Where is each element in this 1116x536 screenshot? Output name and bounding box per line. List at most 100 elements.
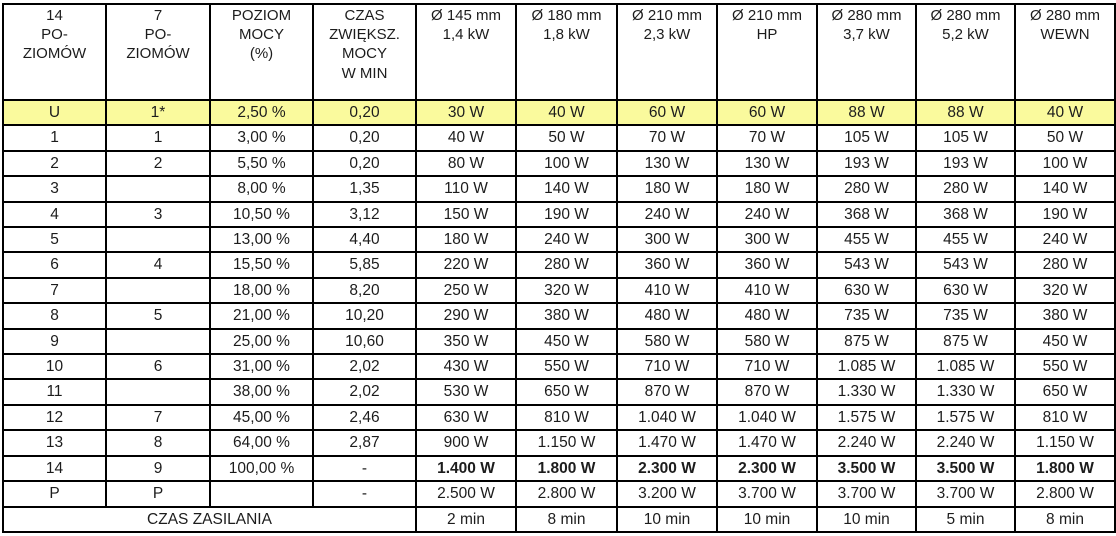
table-cell: 2,02: [312, 353, 417, 381]
table-cell: 290 W: [415, 302, 517, 330]
table-cell: 13: [2, 429, 107, 457]
table-cell: 80 W: [415, 149, 517, 178]
header-cell-zone-180mm: Ø 180 mm 1,8 kW: [515, 3, 618, 101]
table-cell: 3: [105, 200, 211, 229]
table-cell: -: [312, 454, 417, 483]
table-cell: 8 min: [515, 505, 618, 533]
table-cell: 543 W: [816, 251, 917, 279]
header-cell-zone-280mm-52kw: Ø 280 mm 5,2 kW: [915, 3, 1016, 101]
table-cell: 1.575 W: [915, 403, 1016, 432]
table-row: 10 6 31,00 % 2,02 430 W 550 W 710 W 710 W 1.085 …: [2, 353, 1116, 381]
table-row: 14 9 100,00 % -1.400 W 1.800 W 2.300 W 2.300 W…: [2, 454, 1116, 483]
table-cell: 60 W: [616, 98, 718, 127]
table-cell: 1.085 W: [816, 353, 917, 381]
table-cell: 1.470 W: [716, 429, 818, 457]
table-cell: 2.240 W: [816, 429, 917, 457]
table-cell: 455 W: [816, 226, 917, 254]
table-cell: 1.470 W: [616, 429, 718, 457]
table-cell: 3,00 %: [209, 124, 314, 152]
table-cell: 8,20: [312, 276, 417, 305]
table-cell: 10 min: [616, 505, 718, 533]
table-cell: 130 W: [616, 149, 718, 178]
table-cell: 2,02: [312, 378, 417, 406]
table-cell: 480 W: [716, 302, 818, 330]
table-cell: 2.800 W: [1014, 480, 1116, 508]
table-cell: 3.700 W: [915, 480, 1016, 508]
table-cell: [105, 226, 211, 254]
supply-time-label: CZAS ZASILANIA: [2, 505, 417, 533]
header-cell-zone-210mm-hp: Ø 210 mm HP: [716, 3, 818, 101]
table-cell: 88 W: [816, 98, 917, 127]
table-cell: 40 W: [1014, 98, 1116, 127]
table-cell: 10,50 %: [209, 200, 314, 229]
table-cell: 360 W: [616, 251, 718, 279]
table-cell: 1,35: [312, 175, 417, 203]
table-cell: 1: [105, 124, 211, 152]
table-cell: 25,00 %: [209, 327, 314, 356]
table-cell: 6: [2, 251, 107, 279]
table-cell: 1.575 W: [816, 403, 917, 432]
table-cell: -: [312, 480, 417, 508]
table-cell: 5 min: [915, 505, 1016, 533]
table-cell: 2: [105, 149, 211, 178]
table-cell: 580 W: [616, 327, 718, 356]
table-cell: 710 W: [616, 353, 718, 381]
header-cell-power-level: POZIOM MOCY (%): [209, 3, 314, 101]
table-cell: 530 W: [415, 378, 517, 406]
table-cell: 193 W: [816, 149, 917, 178]
table-cell: 650 W: [515, 378, 618, 406]
table-cell: 240 W: [515, 226, 618, 254]
table-cell: 5,85: [312, 251, 417, 279]
table-cell: 140 W: [1014, 175, 1116, 203]
table-cell: 10,20: [312, 302, 417, 330]
table-row: 11 38,00 % 2,02 530 W 650 W 870 W 870 W 1.330 W…: [2, 378, 1116, 406]
table-cell: 2.800 W: [515, 480, 618, 508]
table-cell: 88 W: [915, 98, 1016, 127]
table-cell: 100,00 %: [209, 454, 314, 483]
table-cell: 380 W: [515, 302, 618, 330]
table-cell: 31,00 %: [209, 353, 314, 381]
table-cell: 350 W: [415, 327, 517, 356]
table-cell: 3,12: [312, 200, 417, 229]
table-cell: 7: [105, 403, 211, 432]
table-cell: 630 W: [415, 403, 517, 432]
table-cell: 180 W: [415, 226, 517, 254]
table-cell: 430 W: [415, 353, 517, 381]
table-cell: 0,20: [312, 98, 417, 127]
table-cell: 10,60: [312, 327, 417, 356]
table-cell: 3: [2, 175, 107, 203]
table-row: 1 1 3,00 % 0,20 40 W 50 W 70 W 70 W 105 W 105 W 50…: [2, 124, 1116, 152]
table-cell: 240 W: [716, 200, 818, 229]
table-cell: 105 W: [915, 124, 1016, 152]
table-cell: 30 W: [415, 98, 517, 127]
table-cell: 5,50 %: [209, 149, 314, 178]
table-cell: 1.040 W: [716, 403, 818, 432]
table-cell: 10: [2, 353, 107, 381]
table-cell: 580 W: [716, 327, 818, 356]
table-cell: 8 min: [1014, 505, 1116, 533]
table-cell: 60 W: [716, 98, 818, 127]
table-cell: 450 W: [1014, 327, 1116, 356]
table-cell: 1.800 W: [1014, 454, 1116, 483]
table-cell: 1.040 W: [616, 403, 718, 432]
table-cell: 2: [2, 149, 107, 178]
table-row: U 1* 2,50 % 0,20 30 W 40 W 60 W 60 W 88 W 88 W 40 …: [2, 98, 1116, 127]
header-row: 14 PO- ZIOMÓW 7 PO- ZIOMÓW POZIOM MOCY (…: [2, 3, 1116, 101]
table-row: 5 13,00 % 4,40 180 W 240 W 300 W 300 W 455 W 455…: [2, 226, 1116, 254]
table-cell: 2.300 W: [716, 454, 818, 483]
table-cell: 70 W: [616, 124, 718, 152]
header-cell-7-levels: 7 PO- ZIOMÓW: [105, 3, 211, 101]
header-cell-14-levels: 14 PO- ZIOMÓW: [2, 3, 107, 101]
header-cell-zone-145mm: Ø 145 mm 1,4 kW: [415, 3, 517, 101]
table-cell: 280 W: [915, 175, 1016, 203]
header-cell-zone-280mm-wewn: Ø 280 mm WEWN: [1014, 3, 1116, 101]
table-cell: 0,20: [312, 124, 417, 152]
table-cell: 50 W: [1014, 124, 1116, 152]
table-cell: 12: [2, 403, 107, 432]
table-cell: 9: [2, 327, 107, 356]
table-cell: 2.240 W: [915, 429, 1016, 457]
supply-time-row: CZAS ZASILANIA 2 min 8 min 10 min 10 min 10 m…: [2, 505, 1116, 533]
table-cell: 5: [105, 302, 211, 330]
table-cell: 8,00 %: [209, 175, 314, 203]
table-cell: 550 W: [515, 353, 618, 381]
